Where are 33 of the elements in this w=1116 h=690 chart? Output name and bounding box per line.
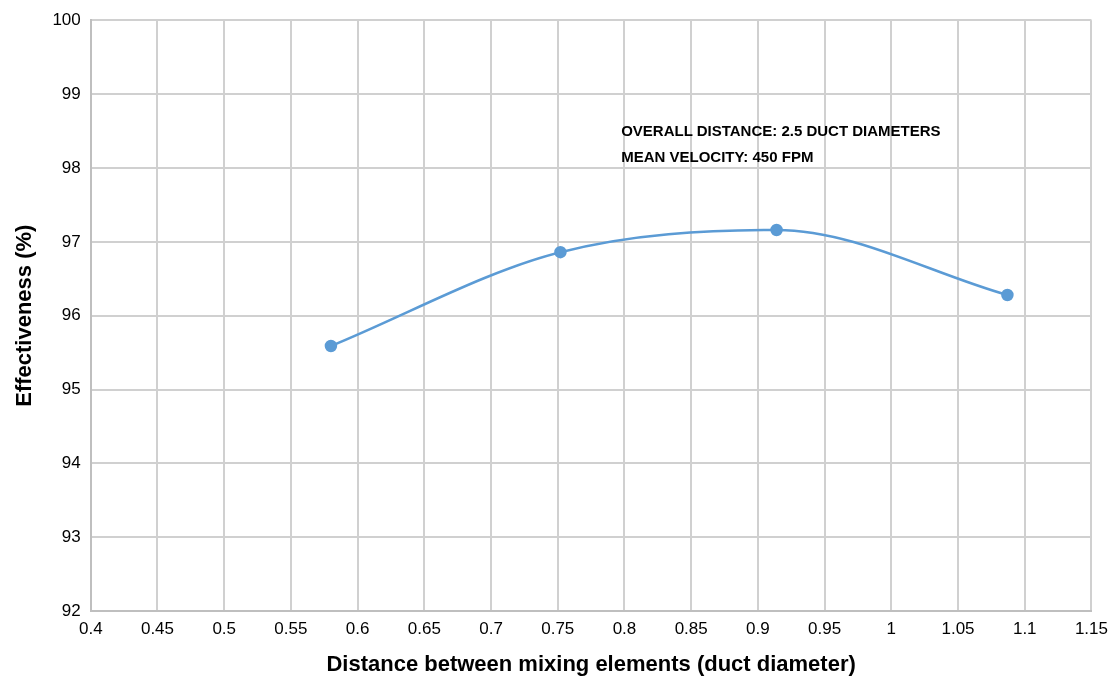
x-tick-label: 0.7 bbox=[479, 619, 503, 639]
x-tick-label: 0.75 bbox=[541, 619, 575, 639]
y-axis-title: Effectiveness (%) bbox=[11, 224, 37, 407]
y-tick-label: 100 bbox=[52, 9, 81, 29]
point bbox=[554, 245, 567, 259]
annotation: MEAN VELOCITY: 450 FPM bbox=[621, 148, 814, 166]
y-tick-label: 96 bbox=[61, 305, 81, 325]
x-tick-label: 0.85 bbox=[674, 619, 708, 639]
x-tick-label: 1 bbox=[886, 619, 897, 639]
y-tick-label: 97 bbox=[61, 231, 81, 251]
x-tick-label: 0.5 bbox=[212, 619, 237, 639]
x-axis-title: Distance between mixing elements (duct diameter) bbox=[326, 650, 856, 676]
x-tick-label: 0.45 bbox=[140, 619, 175, 639]
annotation: OVERALL DISTANCE: 2.5 DUCT DIAMETERS bbox=[621, 122, 941, 140]
x-tick-label: 0.95 bbox=[808, 619, 842, 639]
x-tick-label: 0.55 bbox=[274, 619, 308, 639]
x-tick-label: 0.4 bbox=[78, 619, 103, 639]
x-tick-label: 0.65 bbox=[407, 619, 441, 639]
x-tick-label: 1.15 bbox=[1074, 619, 1108, 639]
x-tick-label: 1.1 bbox=[1012, 619, 1037, 639]
y-tick-label: 98 bbox=[61, 157, 81, 177]
x-tick-label: 0.8 bbox=[612, 619, 637, 639]
point bbox=[770, 223, 783, 237]
y-tick-label: 92 bbox=[61, 600, 81, 620]
point bbox=[1001, 288, 1014, 302]
y-tick-label: 94 bbox=[61, 453, 81, 473]
y-tick-label: 93 bbox=[61, 527, 81, 547]
point bbox=[324, 339, 338, 353]
x-tick-label: 0.6 bbox=[345, 619, 370, 639]
y-tick-label: 95 bbox=[61, 379, 81, 399]
y-tick-label: 99 bbox=[61, 83, 81, 103]
x-tick-label: 1.05 bbox=[941, 619, 975, 639]
x-tick-label: 0.9 bbox=[746, 619, 770, 639]
